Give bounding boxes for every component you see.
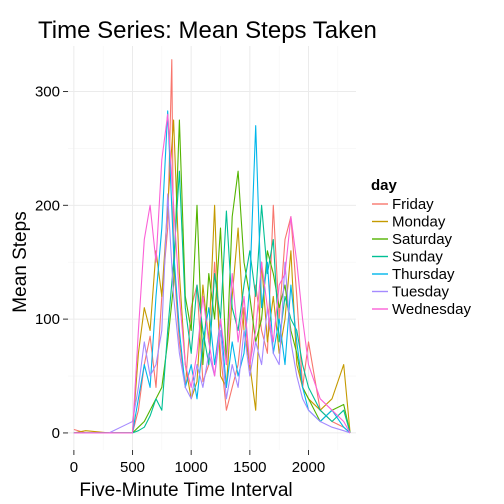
x-axis-title: Five-Minute Time Interval (79, 480, 292, 501)
x-tick-label: 1500 (233, 459, 266, 476)
legend-label-tuesday: Tuesday (392, 284, 449, 301)
x-tick-label: 0 (70, 459, 78, 476)
legend: day FridayMondaySaturdaySundayThursdayTu… (371, 177, 471, 318)
x-tick-label: 500 (120, 459, 145, 476)
series-lines (73, 59, 351, 434)
x-tick-label: 1000 (174, 459, 207, 476)
y-tick-label: 200 (35, 197, 60, 214)
legend-label-monday: Monday (392, 214, 446, 231)
y-axis: 0 100 200 300 (35, 84, 68, 442)
series-line-monday (73, 119, 351, 434)
y-tick-label: 100 (35, 311, 60, 328)
chart-title: Time Series: Mean Steps Taken (38, 17, 377, 44)
series-line-tuesday (73, 193, 351, 434)
legend-label-wednesday: Wednesday (392, 301, 471, 318)
series-line-saturday (73, 119, 351, 434)
x-tick-label: 2000 (292, 459, 325, 476)
legend-label-friday: Friday (392, 196, 434, 213)
legend-title: day (371, 177, 398, 194)
y-axis-title: Mean Steps (10, 211, 31, 312)
y-tick-label: 300 (35, 84, 60, 101)
legend-label-thursday: Thursday (392, 266, 455, 283)
legend-label-sunday: Sunday (392, 249, 443, 266)
gridlines (68, 46, 356, 450)
series-line-wednesday (73, 113, 351, 434)
y-tick-label: 0 (52, 425, 60, 442)
series-line-thursday (73, 110, 351, 434)
legend-label-saturday: Saturday (392, 231, 453, 248)
x-axis: 0 500 1000 1500 2000 (70, 450, 325, 476)
